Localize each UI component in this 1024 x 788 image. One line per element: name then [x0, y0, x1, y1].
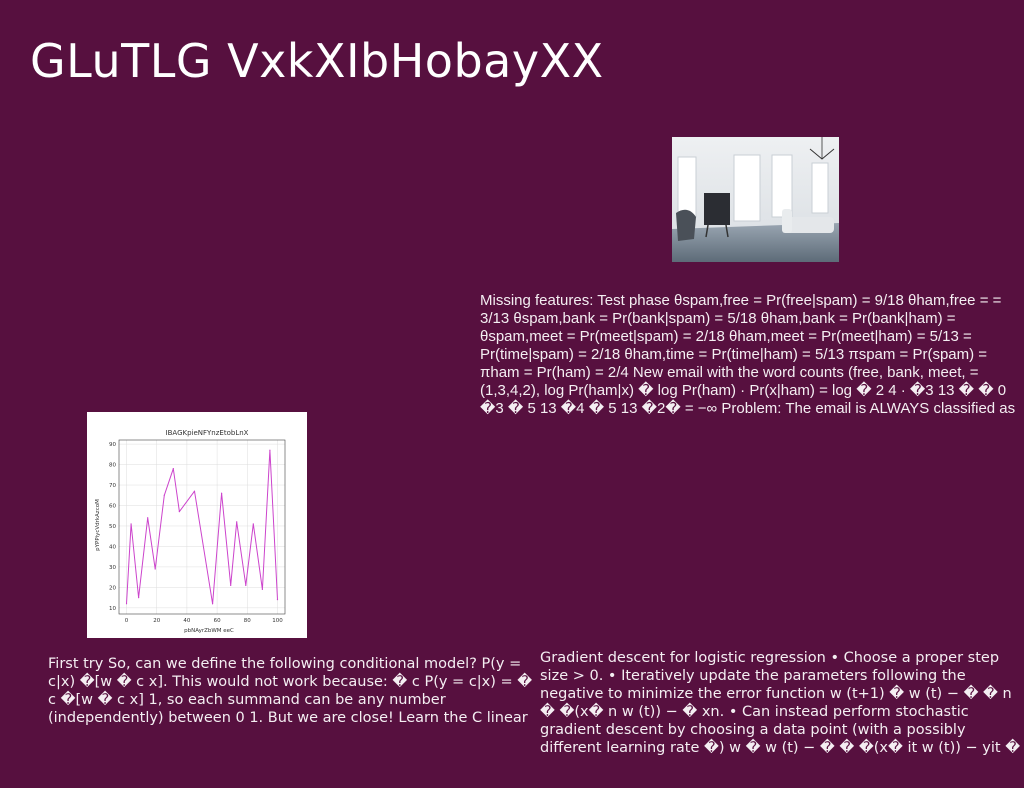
chart-x-tick-label: 20 — [153, 618, 160, 624]
chart-y-tick-label: 40 — [109, 544, 116, 550]
chart-y-tick-label: 70 — [109, 483, 116, 489]
chart-y-tick-label: 60 — [109, 504, 116, 510]
missing-features-text: Missing features: Test phase θspam,free … — [480, 292, 1016, 417]
chart-x-tick-label: 100 — [272, 618, 283, 624]
chart-point — [154, 568, 156, 570]
chart-point — [261, 588, 263, 591]
chart-y-tick-label: 90 — [109, 442, 116, 448]
chart-x-tick-label: 0 — [125, 618, 129, 624]
chart-point — [172, 468, 174, 470]
chart-y-tick-label: 10 — [109, 606, 116, 612]
chart-point — [211, 603, 214, 605]
chart-series-line — [126, 449, 278, 605]
chart-y-tick-label: 20 — [109, 585, 116, 591]
first-try-text: First try So, can we define the followin… — [48, 656, 533, 729]
chart-x-tick-label: 60 — [214, 618, 221, 624]
chart-y-axis-label: pYPPiycVdrkAzcoM — [95, 499, 101, 551]
gradient-descent-text: Gradient descent for logistic regression… — [540, 650, 1021, 759]
chart-title: IBAGKpieNFYnzEtobLnX — [166, 429, 249, 437]
chart-point — [178, 511, 180, 513]
chart-x-tick-label: 80 — [244, 618, 251, 624]
chart-point — [130, 523, 132, 525]
chart-point — [276, 599, 279, 601]
chart-point — [245, 584, 247, 586]
chart-y-tick-label: 80 — [109, 463, 116, 469]
line-chart: IBAGKpieNFYnzEtobLnX pbNAyrZbWM eeC pYPP… — [87, 412, 307, 638]
living-room-photo — [672, 137, 839, 262]
chart-x-tick-label: 40 — [183, 618, 190, 624]
chart-point — [269, 449, 271, 451]
chart-point — [125, 603, 128, 605]
chart-point — [193, 490, 196, 492]
chart-y-tick-label: 30 — [109, 565, 116, 571]
chart-point — [230, 584, 232, 586]
chart-point — [138, 597, 140, 599]
living-room-photo-icon — [672, 137, 839, 262]
slide-title: GLuTLG VxkXIbHobayXX — [30, 34, 604, 88]
chart-point — [163, 494, 165, 496]
chart-x-axis-label: pbNAyrZbWM eeC — [184, 628, 234, 634]
chart-point — [147, 517, 149, 519]
chart-point — [236, 521, 238, 523]
chart-plot-area — [118, 439, 286, 615]
chart-y-tick-label: 50 — [109, 524, 116, 530]
line-chart-svg: IBAGKpieNFYnzEtobLnX pbNAyrZbWM eeC pYPP… — [95, 429, 286, 634]
chart-point — [252, 523, 254, 525]
chart-point — [221, 492, 223, 494]
